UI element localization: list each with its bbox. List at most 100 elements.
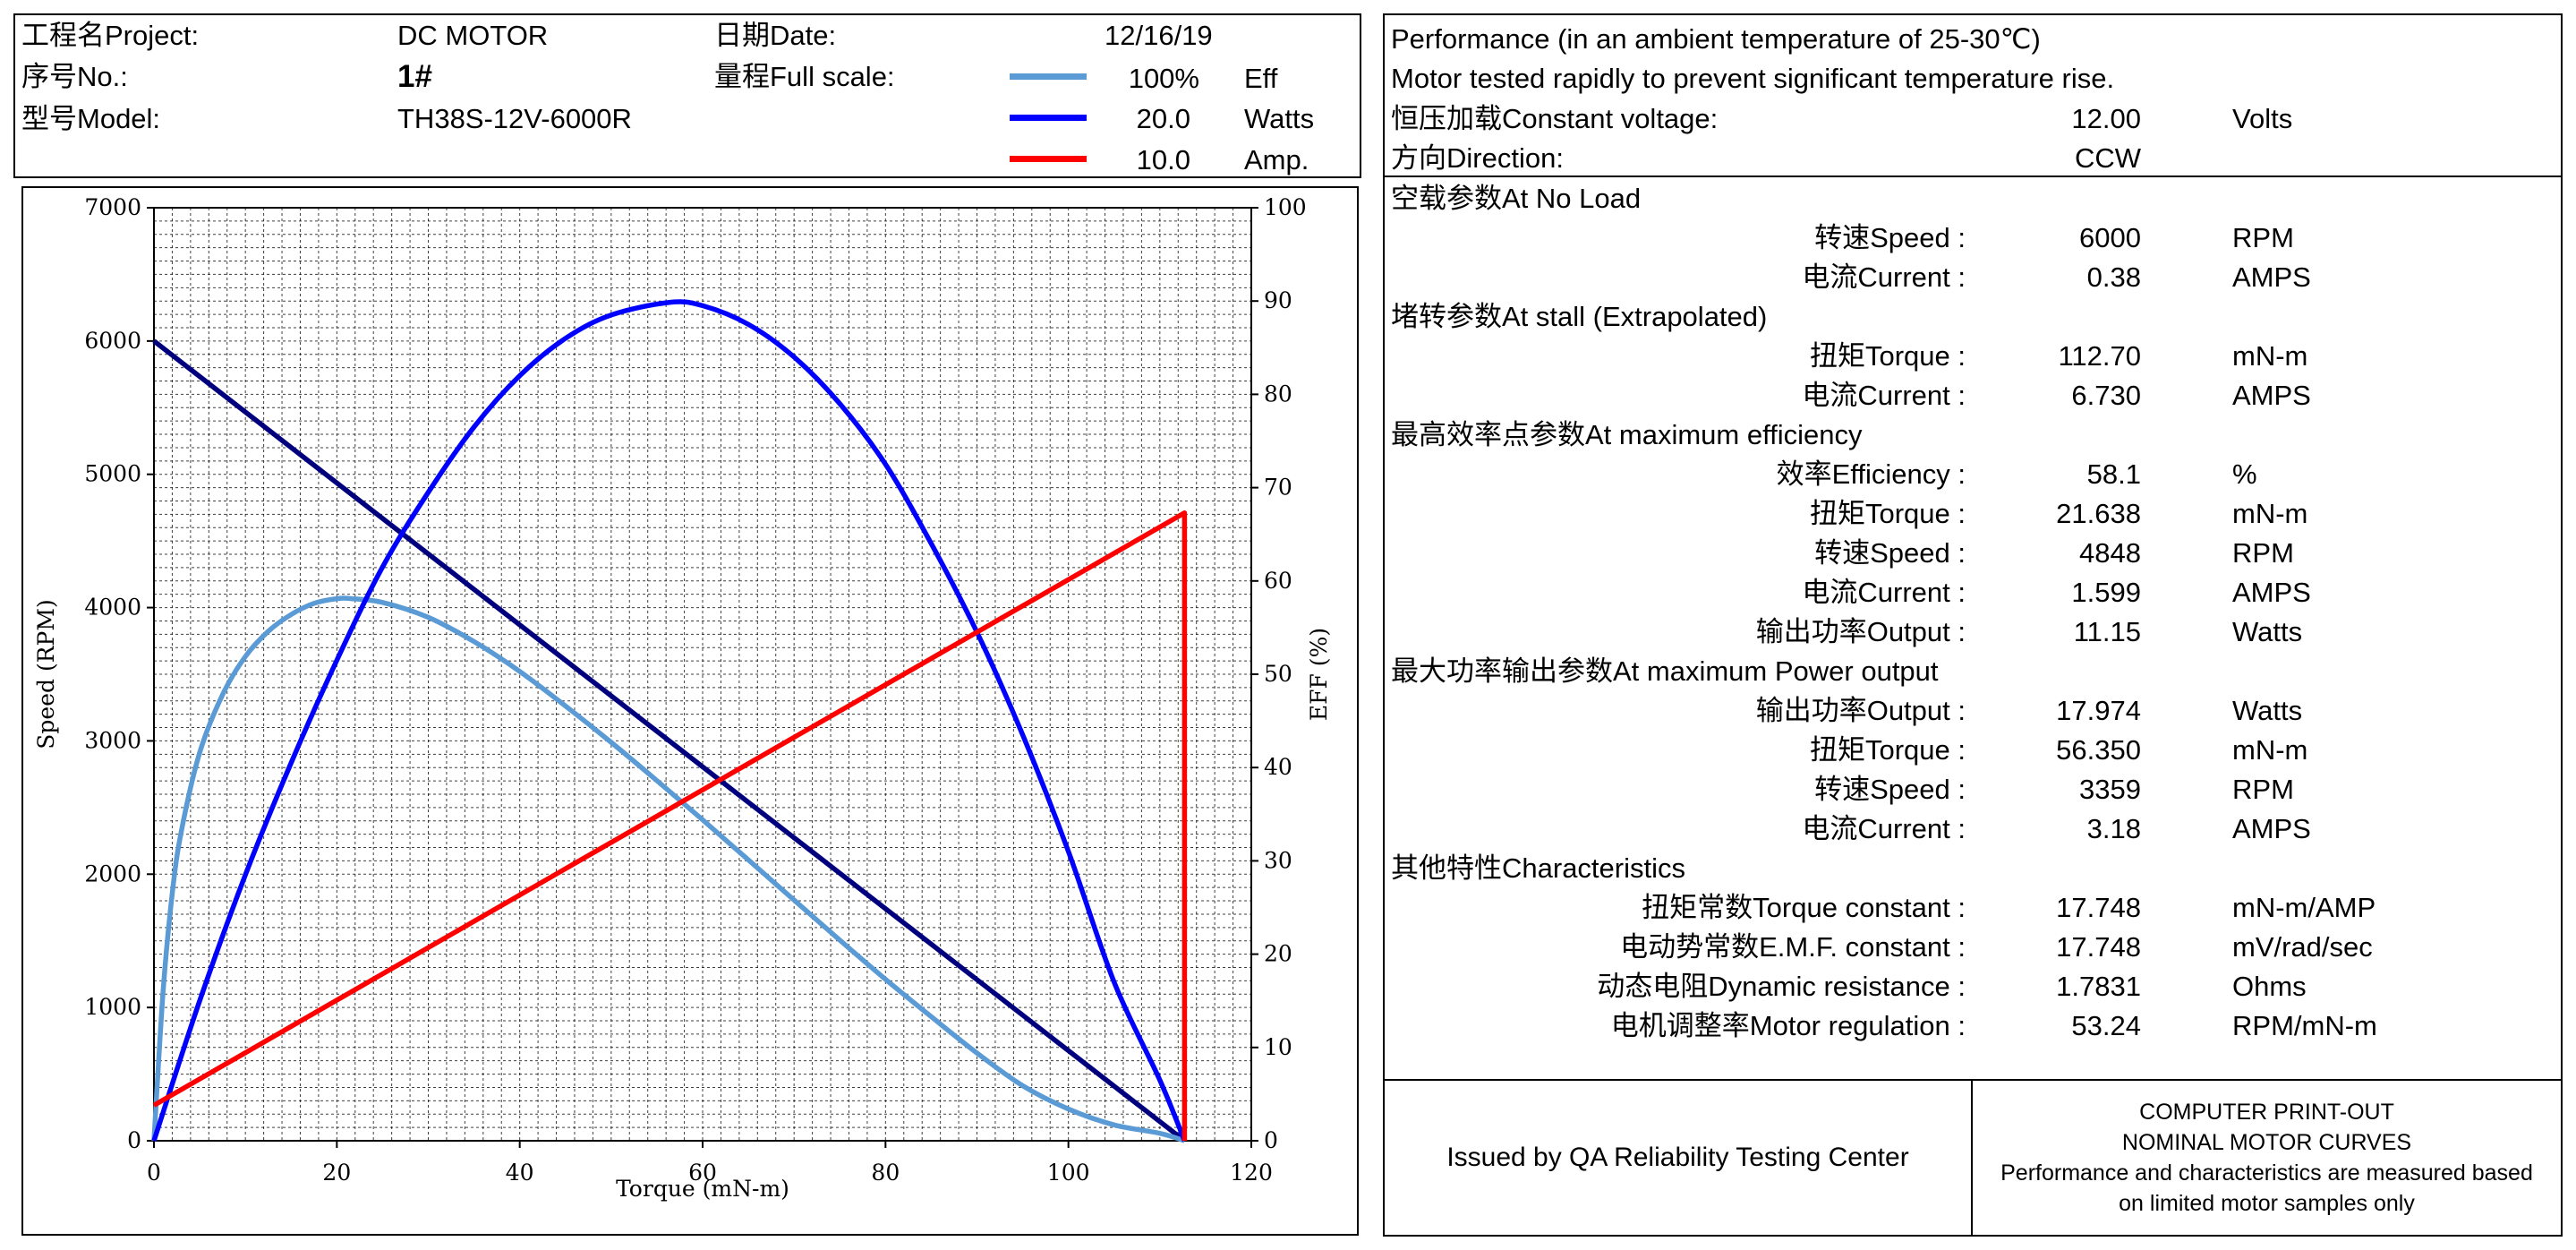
metric-value: 17.748 bbox=[2056, 931, 2141, 963]
printout-line-1: COMPUTER PRINT-OUT bbox=[2139, 1100, 2394, 1125]
metric-value: 17.974 bbox=[2056, 695, 2141, 726]
metric-value: 21.638 bbox=[2056, 498, 2141, 529]
performance-panel bbox=[1383, 13, 2563, 1237]
y2-tick-label: 0 bbox=[1264, 1127, 1278, 1153]
efficiency-curve bbox=[151, 595, 1186, 1143]
y2-tick-label: 90 bbox=[1264, 287, 1292, 313]
x-tick-label: 120 bbox=[1230, 1160, 1273, 1186]
x-tick-label: 60 bbox=[688, 1160, 717, 1186]
legend-swatch-watts bbox=[1010, 115, 1087, 121]
performance-divider bbox=[1383, 176, 2563, 177]
direction-value: CCW bbox=[2074, 142, 2141, 174]
metric-value: 6.730 bbox=[2071, 380, 2141, 411]
metric-label: 转速Speed : bbox=[1814, 774, 1966, 805]
metric-unit: Watts bbox=[2232, 695, 2303, 726]
metric-unit: mN-m bbox=[2232, 734, 2308, 766]
y2-tick-label: 10 bbox=[1264, 1034, 1292, 1060]
model-value: TH38S-12V-6000R bbox=[397, 103, 632, 134]
performance-title: Performance (in an ambient temperature o… bbox=[1391, 23, 2041, 55]
y2-tick-label: 20 bbox=[1264, 941, 1292, 967]
metric-unit: RPM/mN-m bbox=[2232, 1010, 2377, 1041]
x-tick-label: 20 bbox=[322, 1160, 351, 1186]
metric-value: 1.7831 bbox=[2056, 971, 2141, 1002]
y-tick-label: 0 bbox=[127, 1127, 141, 1153]
performance-note: Motor tested rapidly to prevent signific… bbox=[1391, 63, 2115, 94]
footer-separator bbox=[1971, 1079, 1973, 1237]
metric-unit: % bbox=[2232, 458, 2257, 490]
project-label: 工程名Project: bbox=[21, 20, 200, 51]
metric-unit: AMPS bbox=[2232, 380, 2311, 411]
y2-axis-label: EFF (%) bbox=[1306, 628, 1332, 721]
metric-value: 3.18 bbox=[2086, 813, 2141, 844]
y-tick-label: 5000 bbox=[84, 461, 141, 487]
y-tick-label: 2000 bbox=[84, 860, 141, 886]
metric-unit: RPM bbox=[2232, 774, 2294, 805]
metric-label: 转速Speed : bbox=[1814, 537, 1966, 569]
y2-tick-label: 100 bbox=[1264, 194, 1307, 220]
voltage-label: 恒压加载Constant voltage: bbox=[1391, 103, 1719, 134]
printout-line-3: Performance and characteristics are meas… bbox=[2000, 1160, 2533, 1186]
metric-value: 4848 bbox=[2079, 537, 2141, 569]
no-value: 1# bbox=[397, 59, 432, 94]
header-panel bbox=[13, 13, 1361, 178]
y-tick-label: 1000 bbox=[84, 994, 141, 1020]
section-title: 空载参数At No Load bbox=[1391, 183, 1642, 214]
date-value: 12/16/19 bbox=[1105, 20, 1213, 51]
metric-label: 电流Current : bbox=[1802, 813, 1966, 844]
voltage-value: 12.00 bbox=[2071, 103, 2141, 134]
metric-label: 电动势常数E.M.F. constant : bbox=[1620, 931, 1966, 963]
metric-label: 转速Speed : bbox=[1814, 222, 1966, 253]
metric-label: 动态电阻Dynamic resistance : bbox=[1597, 971, 1966, 1002]
metric-unit: mN-m bbox=[2232, 498, 2308, 529]
speed-curve bbox=[152, 338, 1187, 1143]
x-tick-label: 0 bbox=[147, 1160, 161, 1186]
y2-tick-label: 30 bbox=[1264, 847, 1292, 873]
y-tick-label: 7000 bbox=[84, 194, 141, 220]
metric-unit: RPM bbox=[2232, 537, 2294, 569]
legend-value-eff: 100% bbox=[1128, 63, 1199, 94]
issued-by-text: Issued by QA Reliability Testing Center bbox=[1446, 1143, 1909, 1172]
legend-value-watts: 20.0 bbox=[1136, 103, 1190, 134]
y-tick-label: 6000 bbox=[84, 328, 141, 354]
metric-label: 电流Current : bbox=[1802, 577, 1966, 608]
metric-unit: AMPS bbox=[2232, 813, 2311, 844]
metric-value: 56.350 bbox=[2056, 734, 2141, 766]
metric-value: 11.15 bbox=[2073, 616, 2141, 647]
footer-divider bbox=[1383, 1079, 2563, 1081]
legend-swatch-eff bbox=[1010, 73, 1087, 80]
model-label: 型号Model: bbox=[21, 103, 161, 134]
fullscale-label: 量程Full scale: bbox=[714, 61, 895, 92]
x-tick-label: 40 bbox=[506, 1160, 534, 1186]
printout-line-2: NOMINAL MOTOR CURVES bbox=[2121, 1130, 2412, 1155]
metric-unit: mN-m bbox=[2232, 340, 2308, 372]
x-tick-label: 80 bbox=[871, 1160, 900, 1186]
metric-label: 电流Current : bbox=[1802, 380, 1966, 411]
y2-tick-label: 80 bbox=[1264, 381, 1292, 407]
project-value: DC MOTOR bbox=[397, 20, 549, 51]
metric-unit: RPM bbox=[2232, 222, 2294, 253]
y-axis-label: Speed (RPM) bbox=[33, 599, 59, 749]
metric-label: 扭矩Torque : bbox=[1809, 498, 1966, 529]
metric-label: 效率Efficiency : bbox=[1776, 458, 1966, 490]
metric-value: 53.24 bbox=[2071, 1010, 2141, 1041]
metric-value: 0.38 bbox=[2086, 261, 2141, 293]
metric-value: 1.599 bbox=[2071, 577, 2141, 608]
output-curve bbox=[151, 299, 1187, 1143]
printout-line-4: on limited motor samples only bbox=[2119, 1191, 2415, 1216]
metric-unit: Ohms bbox=[2232, 971, 2307, 1002]
metric-label: 电流Current : bbox=[1802, 261, 1966, 293]
section-title: 堵转参数At stall (Extrapolated) bbox=[1391, 301, 1768, 332]
metric-unit: Watts bbox=[2232, 616, 2303, 647]
chart-panel bbox=[21, 186, 1359, 1236]
no-label: 序号No.: bbox=[21, 61, 128, 92]
metric-value: 17.748 bbox=[2056, 892, 2141, 923]
metric-label: 输出功率Output : bbox=[1755, 695, 1966, 726]
x-axis-label: Torque (mN-m) bbox=[616, 1176, 789, 1202]
y2-tick-label: 70 bbox=[1264, 475, 1292, 501]
metric-label: 扭矩常数Torque constant : bbox=[1642, 892, 1966, 923]
y-tick-label: 4000 bbox=[84, 595, 141, 621]
metric-label: 扭矩Torque : bbox=[1809, 734, 1966, 766]
legend-swatch-amp bbox=[1010, 156, 1087, 162]
voltage-unit: Volts bbox=[2232, 103, 2293, 134]
metric-label: 电机调整率Motor regulation : bbox=[1610, 1010, 1966, 1041]
